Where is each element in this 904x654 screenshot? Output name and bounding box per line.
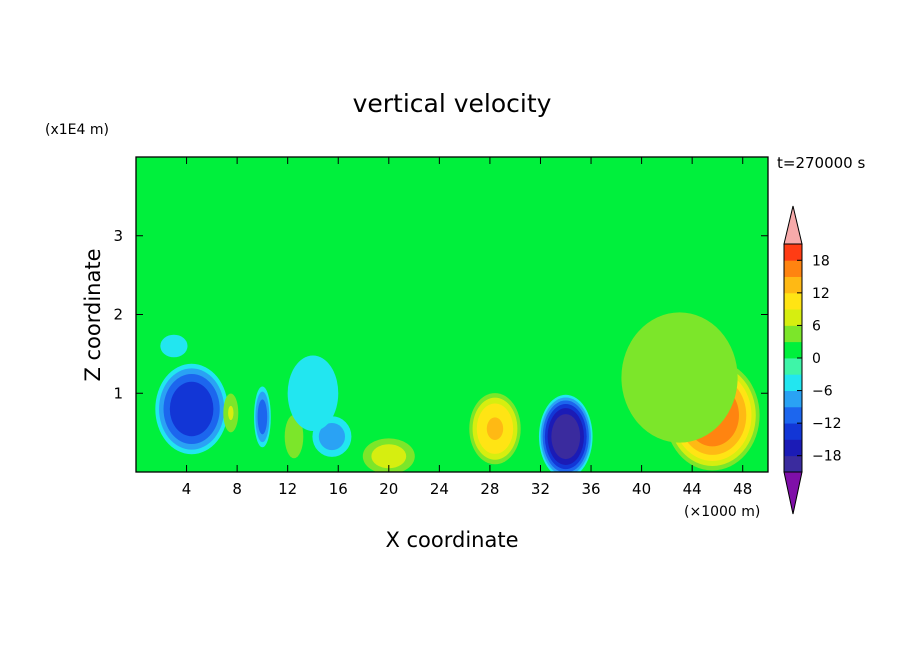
- colorbar-band: [784, 292, 802, 310]
- colorbar-band: [784, 325, 802, 343]
- x-tick-label: 20: [379, 480, 398, 498]
- colorbar-band: [784, 406, 802, 424]
- contour-band: [160, 334, 188, 358]
- contour-field: [136, 157, 768, 472]
- contour-band: [287, 355, 339, 432]
- x-tick-label: 28: [480, 480, 499, 498]
- colorbar-tick-label: 6: [812, 318, 821, 334]
- y-tick-label: 2: [113, 306, 123, 324]
- contour-feature: [284, 414, 304, 459]
- x-tick-label: 8: [232, 480, 242, 498]
- x-unit-label: (×1000 m): [684, 504, 760, 520]
- chart-title: vertical velocity: [353, 89, 552, 118]
- colorbar-over-triangle: [783, 205, 803, 245]
- x-tick-label: 36: [581, 480, 600, 498]
- x-tick-label: 4: [182, 480, 192, 498]
- contour-feature: [287, 355, 339, 432]
- y-axis: 1 2 3: [113, 227, 768, 402]
- x-tick-label: 24: [430, 480, 449, 498]
- colorbar-tick-label: 12: [812, 286, 830, 302]
- contour-band: [284, 414, 304, 459]
- colorbar-tick-label: 18: [812, 253, 830, 269]
- colorbar-tick-label: −18: [812, 449, 842, 465]
- contour-feature: [160, 334, 188, 358]
- colorbar-band: [784, 390, 802, 408]
- contour-band: [228, 405, 234, 421]
- contour-band: [257, 399, 268, 435]
- y-tick-label: 1: [113, 384, 123, 402]
- colorbar-band: [784, 439, 802, 457]
- x-tick-label: 16: [329, 480, 348, 498]
- y-tick-label: 3: [113, 227, 123, 245]
- x-tick-label: 32: [531, 480, 550, 498]
- contour-band: [169, 381, 214, 437]
- colorbar-band: [784, 455, 802, 473]
- colorbar-band: [784, 309, 802, 326]
- colorbar-band: [784, 341, 802, 359]
- contour-band: [621, 312, 738, 443]
- x-axis-label: X coordinate: [385, 528, 518, 552]
- colorbar-tick-label: −12: [812, 416, 842, 432]
- x-tick-label: 48: [733, 480, 752, 498]
- y-axis-label: Z coordinate: [81, 248, 105, 381]
- colorbar-band: [784, 276, 802, 294]
- colorbar-band: [784, 374, 802, 391]
- contour-feature: [254, 386, 271, 448]
- contour-band: [371, 444, 407, 469]
- contour-feature: [469, 393, 521, 465]
- contour-feature: [362, 438, 415, 472]
- contour-band: [486, 417, 504, 440]
- colorbar-band: [784, 260, 802, 277]
- x-tick-label: 40: [632, 480, 651, 498]
- colorbar-tick-label: 0: [812, 351, 821, 367]
- colorbar-tick-label: −6: [812, 384, 833, 400]
- contour-feature: [223, 393, 239, 433]
- x-tick-label: 44: [683, 480, 702, 498]
- colorbar-under-triangle: [783, 471, 803, 515]
- x-axis: 4 8 12 16 20 24 28 32 36 40 44 48: [182, 157, 752, 498]
- colorbar-band: [784, 423, 802, 440]
- colorbar-band: [784, 358, 802, 375]
- colorbar-band: [784, 244, 802, 261]
- x-tick-label: 12: [278, 480, 297, 498]
- contour-feature: [538, 394, 593, 472]
- contour-band: [318, 422, 346, 451]
- contour-feature: [621, 312, 738, 443]
- colorbar: 18 12 6 0 −6 −12 −18: [783, 205, 842, 515]
- time-label: t=270000 s: [777, 154, 865, 172]
- contour-feature: [155, 363, 228, 455]
- y-unit-label: (x1E4 m): [45, 122, 109, 138]
- contour-band: [551, 414, 581, 460]
